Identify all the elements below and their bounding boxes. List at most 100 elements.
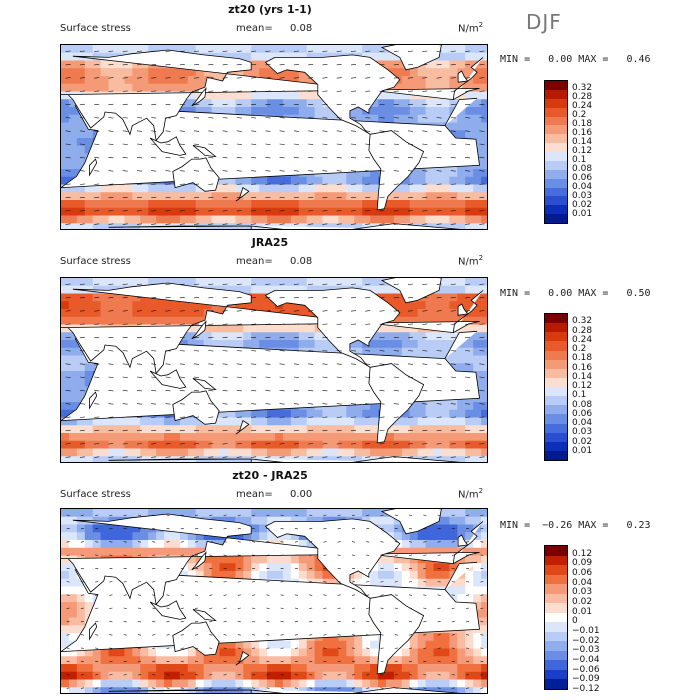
field-cell: [481, 52, 487, 61]
field-cell: [140, 76, 149, 85]
field-cell: [140, 200, 149, 209]
stress-vector: [208, 390, 214, 392]
field-cell: [219, 176, 228, 185]
field-cell: [378, 571, 387, 580]
stress-vector: [393, 223, 399, 225]
stress-vector: [450, 210, 456, 212]
stress-vector: [152, 541, 156, 543]
field-cell: [290, 448, 300, 457]
colorbar-cell: [545, 368, 567, 378]
field-cell: [124, 440, 133, 449]
field-cell: [354, 509, 363, 518]
field-cell: [156, 440, 165, 449]
stress-vector: [465, 403, 471, 405]
field-cell: [235, 433, 244, 442]
stress-vector: [180, 567, 184, 570]
field-cell: [370, 640, 379, 649]
field-cell: [433, 184, 442, 193]
field-cell: [433, 648, 442, 657]
field-cell: [370, 114, 379, 123]
field-cell: [156, 433, 165, 442]
field-cell: [187, 68, 197, 77]
field-cell: [251, 640, 260, 649]
field-cell: [481, 107, 487, 116]
field-cell: [92, 301, 102, 310]
field-cell: [132, 184, 141, 193]
field-cell: [322, 448, 331, 457]
panel-1-map: [60, 44, 488, 230]
field-cell: [148, 509, 157, 518]
field-cell: [409, 648, 419, 657]
field-cell: [116, 301, 125, 310]
stress-vector: [450, 350, 456, 352]
field-cell: [148, 207, 157, 216]
panel-3-units: N/m2: [458, 487, 483, 500]
field-cell: [243, 200, 252, 209]
field-cell: [140, 687, 149, 693]
field-cell: [409, 633, 419, 642]
field-cell: [338, 648, 347, 657]
stress-vector: [336, 350, 342, 352]
stress-vector: [322, 416, 328, 418]
field-cell: [140, 192, 149, 201]
field-cell: [259, 409, 268, 418]
field-cell: [68, 122, 78, 131]
stress-vector: [279, 336, 285, 339]
field-cell: [433, 417, 442, 426]
stress-vector: [465, 336, 471, 339]
stress-vector: [236, 310, 242, 312]
stress-vector: [365, 103, 371, 106]
field-cell: [76, 687, 86, 693]
stress-vector: [179, 363, 185, 365]
field-cell: [259, 68, 268, 77]
field-cell: [338, 278, 347, 287]
field-cell: [354, 571, 363, 580]
stress-vector: [279, 350, 285, 352]
field-cell: [275, 417, 284, 426]
field-cell: [441, 52, 450, 61]
field-cell: [203, 656, 212, 665]
stress-vector: [465, 117, 471, 119]
field-cell: [76, 371, 86, 380]
stress-vector: [407, 170, 414, 172]
stress-vector: [293, 443, 299, 445]
field-cell: [481, 563, 487, 572]
field-cell: [393, 571, 403, 580]
field-cell: [481, 409, 487, 418]
field-cell: [61, 45, 70, 54]
field-cell: [156, 278, 165, 287]
stress-vector: [322, 90, 328, 92]
field-cell: [425, 200, 434, 209]
field-cell: [259, 532, 268, 541]
field-cell: [108, 192, 117, 201]
field-cell: [235, 440, 244, 449]
field-cell: [306, 640, 316, 649]
field-cell: [306, 417, 316, 426]
field-cell: [378, 278, 387, 287]
stress-vector: [165, 90, 171, 92]
field-cell: [465, 679, 474, 688]
stress-vector: [251, 443, 257, 445]
stress-vector: [208, 310, 214, 312]
stress-vector: [436, 376, 442, 378]
field-cell: [449, 45, 458, 54]
field-cell: [362, 456, 371, 462]
field-cell: [481, 45, 487, 54]
field-cell: [140, 184, 149, 193]
field-cell: [465, 52, 474, 61]
field-cell: [68, 433, 78, 442]
colorbar-cell: [545, 359, 567, 369]
field-cell: [171, 45, 181, 54]
stress-vector: [407, 403, 414, 405]
field-cell: [346, 223, 355, 229]
field-cell: [385, 99, 395, 108]
field-cell: [409, 402, 419, 411]
field-cell: [417, 664, 426, 673]
field-cell: [417, 425, 426, 434]
field-cell: [314, 509, 323, 518]
field-cell: [473, 138, 482, 147]
field-cell: [481, 324, 487, 333]
stress-vector: [108, 323, 114, 325]
field-cell: [76, 76, 86, 85]
field-cell: [298, 99, 308, 108]
